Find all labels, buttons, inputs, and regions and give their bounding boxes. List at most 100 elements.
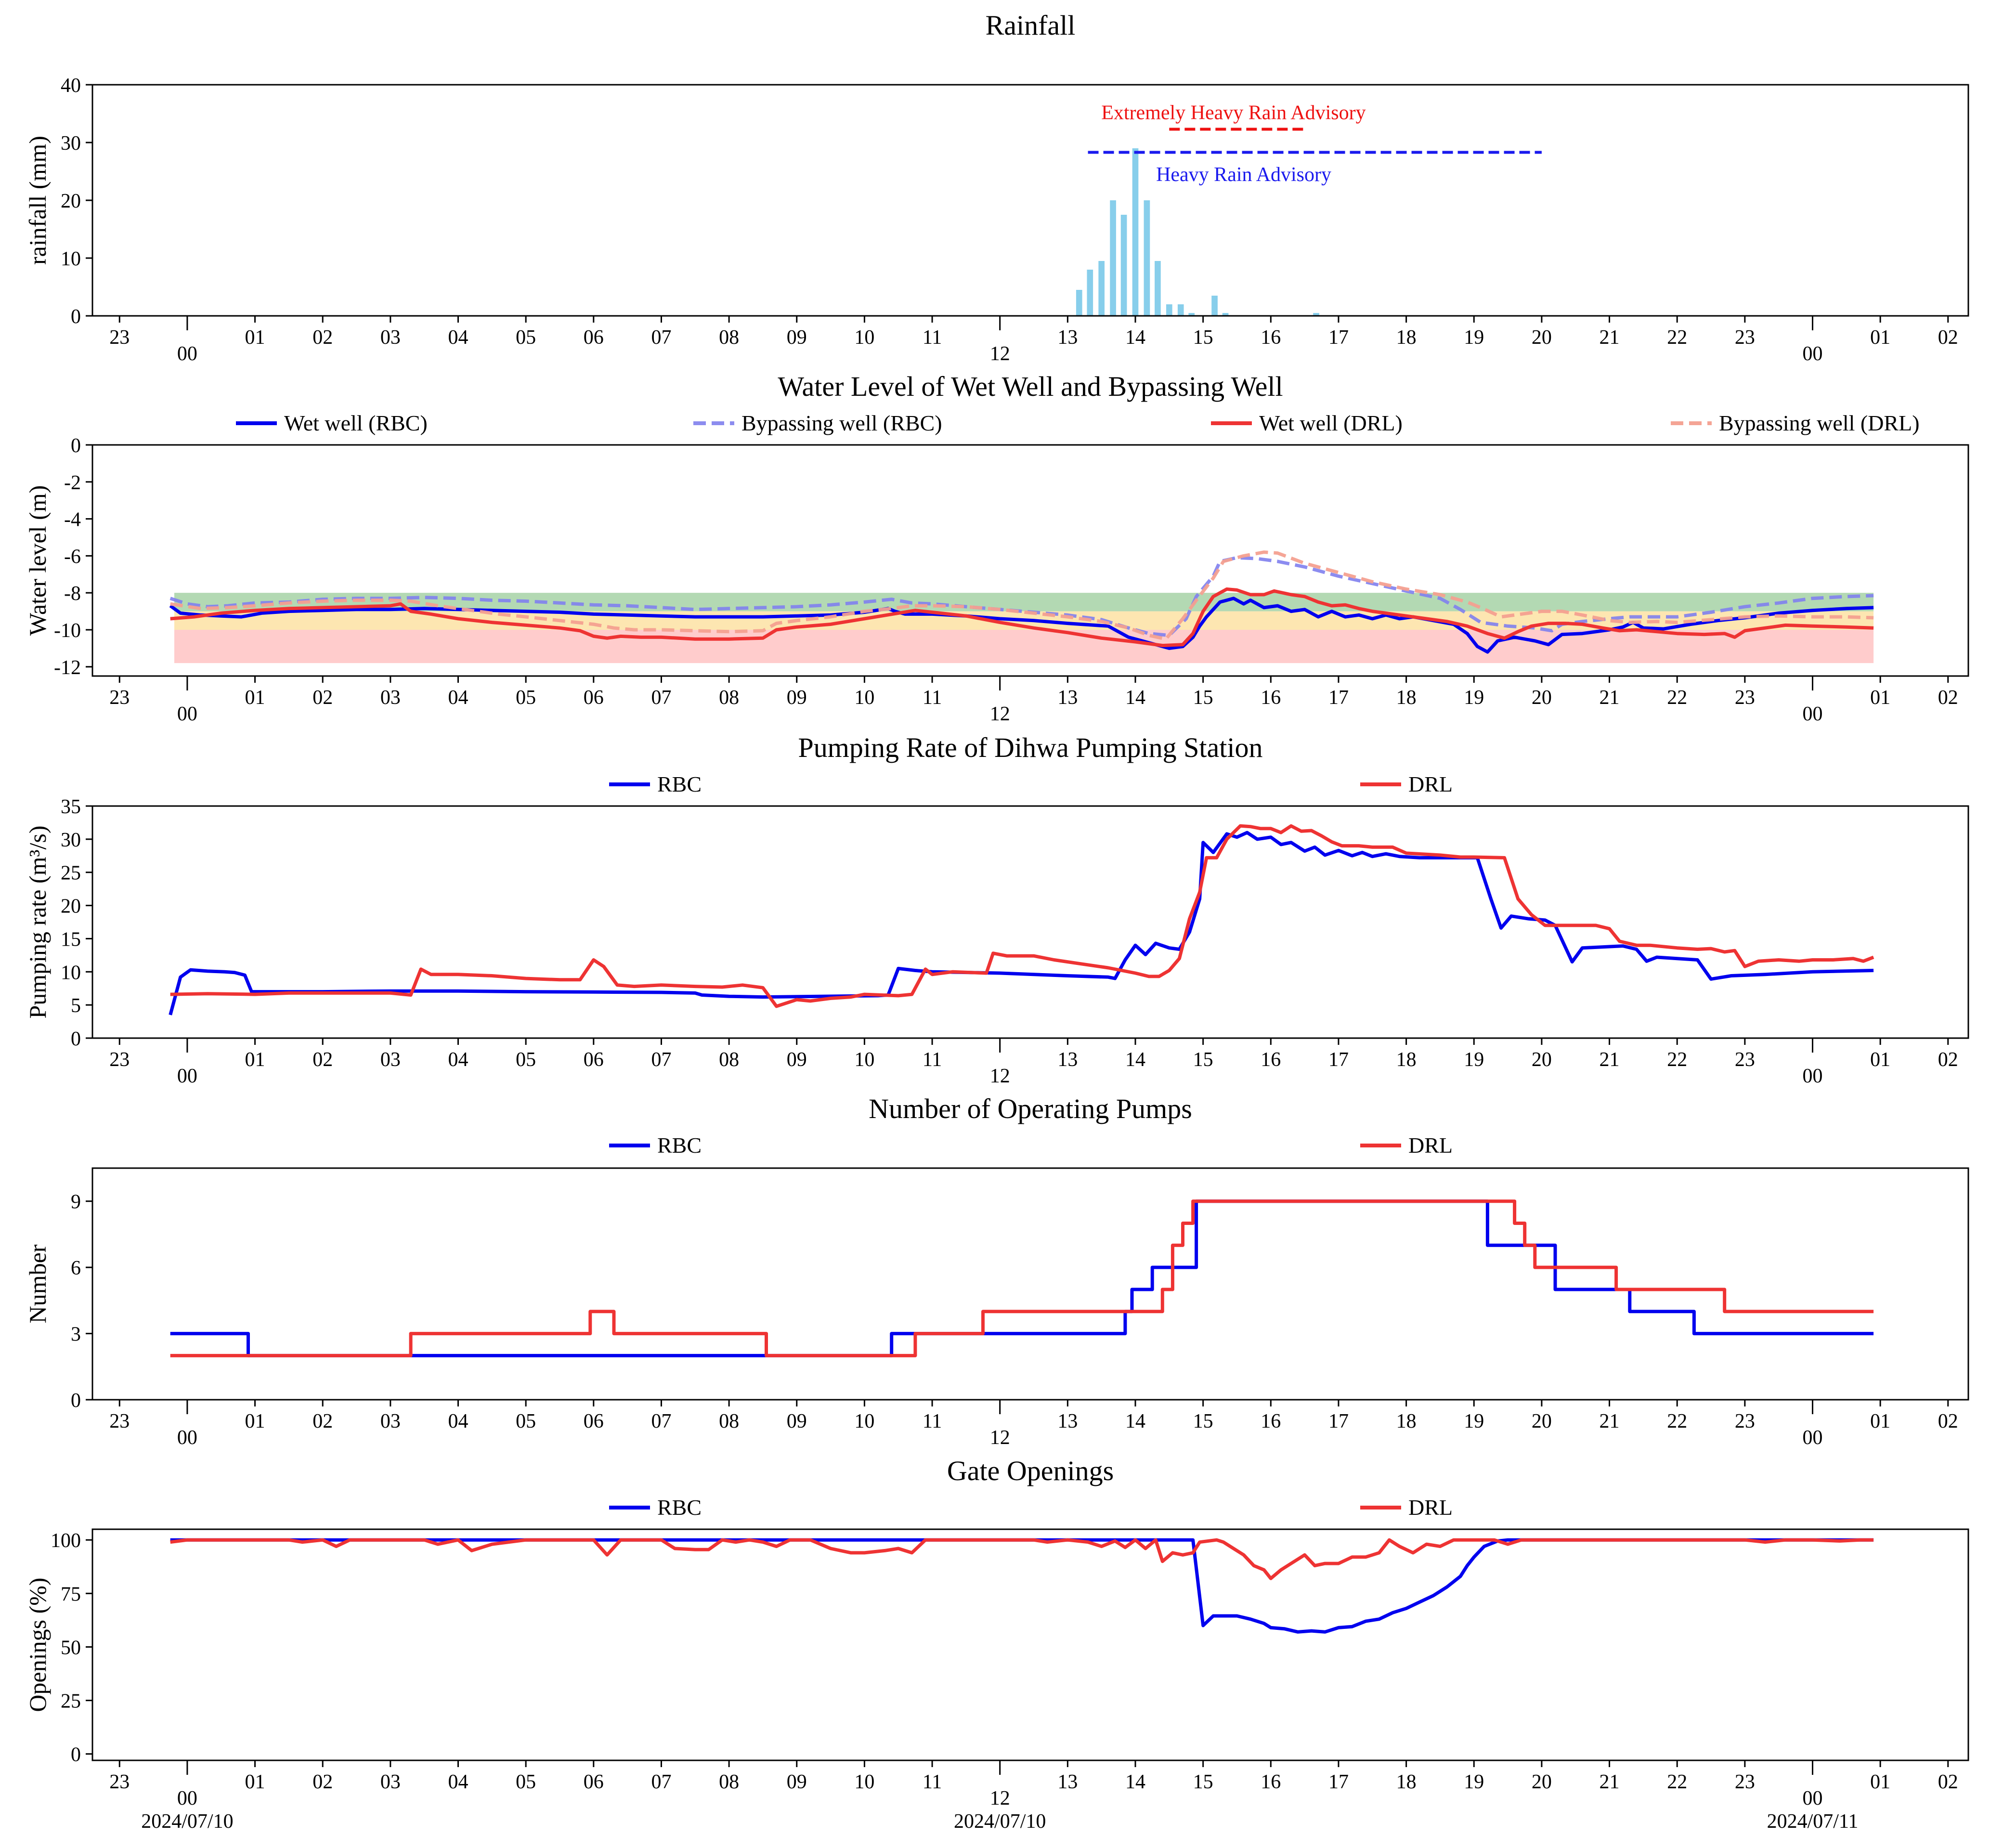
x-tick-label: 22	[1667, 1410, 1687, 1432]
x-tick-label: 12	[990, 1065, 1010, 1087]
x-tick-label: 18	[1396, 1410, 1417, 1432]
x-tick-label: 16	[1261, 1049, 1281, 1071]
x-tick-label: 11	[923, 1771, 942, 1793]
x-tick-label: 04	[448, 687, 468, 709]
x-tick-label: 12	[990, 1427, 1010, 1449]
x-tick-label: 19	[1464, 687, 1484, 709]
x-tick-label: 05	[516, 1410, 536, 1432]
rainfall-bar	[1120, 215, 1127, 316]
x-tick-label: 23	[109, 1410, 130, 1432]
x-tick-label: 00	[177, 1065, 197, 1087]
series-group	[169, 824, 1874, 1015]
y-tick-label: 40	[61, 75, 81, 97]
x-tick-label: 06	[584, 687, 604, 709]
x-tick-label: 05	[516, 326, 536, 349]
y-tick-label: 50	[61, 1637, 81, 1659]
advisory-label: Extremely Heavy Rain Advisory	[1101, 102, 1366, 124]
x-tick-label: 20	[1532, 1410, 1552, 1432]
x-tick-label: 07	[651, 326, 671, 349]
x-tick-label: 00	[177, 343, 197, 365]
x-tick-label: 06	[584, 326, 604, 349]
x-tick-label: 01	[245, 1410, 265, 1432]
x-tick-label: 03	[380, 326, 401, 349]
x-tick-label: 20	[1532, 1771, 1552, 1793]
x-tick-label: 17	[1328, 1049, 1349, 1071]
y-tick-label: 10	[61, 248, 81, 270]
x-tick-label: 01	[245, 326, 265, 349]
rainfall-bar	[1087, 270, 1093, 316]
x-tick-label: 14	[1125, 1771, 1145, 1793]
x-tick-label: 18	[1396, 687, 1417, 709]
x-tick-label: 23	[1735, 326, 1755, 349]
x-tick-label: 03	[380, 1771, 401, 1793]
legend-label: DRL	[1408, 1495, 1453, 1520]
legend-label: RBC	[657, 1495, 702, 1520]
plot-frame	[91, 84, 1969, 317]
y-tick-label: -6	[64, 546, 81, 568]
x-tick-label: 16	[1261, 1771, 1281, 1793]
x-tick-label: 16	[1261, 326, 1281, 349]
plot-frame	[91, 805, 1969, 1039]
x-tick-label: 12	[990, 703, 1010, 725]
y-axis-label: Water level (m)	[24, 485, 51, 636]
x-tick-label: 01	[245, 1771, 265, 1793]
rainfall-bar	[1188, 313, 1195, 316]
x-tick-label: 07	[651, 1049, 671, 1071]
x-tick-label: 17	[1328, 1410, 1349, 1432]
y-tick-label: -10	[54, 620, 81, 642]
chart-panel-1: Water Level of Wet Well and Bypassing We…	[24, 371, 1969, 725]
y-tick-label: 15	[61, 928, 81, 950]
x-tick-label: 10	[854, 1049, 874, 1071]
y-tick-label: 75	[61, 1583, 81, 1605]
x-tick-label: 02	[312, 1410, 333, 1432]
y-axis-label: Openings (%)	[24, 1577, 51, 1712]
x-tick-label: 02	[1938, 1410, 1958, 1432]
x-tick-label: 23	[109, 1771, 130, 1793]
series-line-wet-well-rbc	[169, 597, 1874, 654]
x-tick-label: 06	[584, 1049, 604, 1071]
threshold-band-2	[174, 630, 1874, 664]
rainfall-bar	[1222, 313, 1229, 316]
y-tick-label: 30	[61, 829, 81, 851]
x-tick-label: 21	[1600, 1049, 1620, 1071]
legend-label: DRL	[1408, 772, 1453, 796]
legend-label: Wet well (RBC)	[284, 411, 428, 435]
series-line-rbc	[169, 831, 1874, 1015]
chart-title: Pumping Rate of Dihwa Pumping Station	[798, 732, 1262, 763]
date-label: 2024/07/11	[1767, 1810, 1859, 1833]
x-tick-label: 00	[177, 1427, 197, 1449]
x-tick-label: 20	[1532, 1049, 1552, 1071]
x-tick-label: 09	[787, 326, 807, 349]
y-tick-label: 20	[61, 190, 81, 212]
x-tick-label: 00	[1803, 1065, 1823, 1087]
x-tick-label: 02	[1938, 326, 1958, 349]
x-tick-label: 02	[1938, 1771, 1958, 1793]
x-tick-label: 10	[854, 687, 874, 709]
rainfall-bar	[1110, 200, 1116, 316]
series-group	[170, 1538, 1874, 1634]
x-tick-label: 22	[1667, 326, 1687, 349]
x-tick-label: 02	[312, 687, 333, 709]
y-tick-label: 10	[61, 962, 81, 984]
x-tick-label: 20	[1532, 326, 1552, 349]
legend-label: RBC	[657, 772, 702, 796]
y-axis-label: rainfall (mm)	[24, 136, 51, 265]
x-tick-label: 07	[651, 1410, 671, 1432]
x-tick-label: 08	[719, 1049, 739, 1071]
x-tick-label: 13	[1057, 687, 1078, 709]
x-tick-label: 15	[1193, 1049, 1213, 1071]
legend-label: DRL	[1408, 1133, 1453, 1158]
x-tick-label: 15	[1193, 687, 1213, 709]
x-tick-label: 19	[1464, 1049, 1484, 1071]
x-tick-label: 02	[312, 326, 333, 349]
x-tick-label: 01	[245, 687, 265, 709]
date-label: 2024/07/10	[141, 1810, 233, 1833]
x-tick-label: 18	[1396, 1771, 1417, 1793]
x-tick-label: 09	[787, 1410, 807, 1432]
x-tick-label: 07	[651, 687, 671, 709]
x-tick-label: 23	[1735, 1410, 1755, 1432]
x-tick-label: 01	[1870, 1771, 1890, 1793]
rainfall-bar	[1177, 304, 1184, 316]
x-tick-label: 16	[1261, 1410, 1281, 1432]
